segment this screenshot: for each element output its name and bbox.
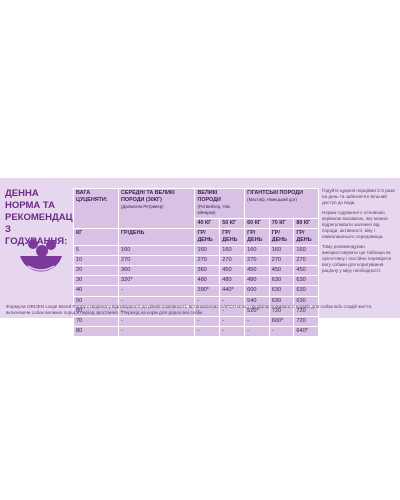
table-cell: 480 <box>244 275 270 287</box>
header-row: ВАГА ЦУЦЕНЯТИ: СЕРЕДНІ ТА ВЕЛИКІ ПОРОДИ (… <box>73 187 319 229</box>
unit-header: ГР/ДЕНЬ <box>244 227 270 246</box>
unit-header: ГР/ДЕНЬ <box>268 227 295 246</box>
weight-row: 40 КГ 50 КГ 60 КГ 70 КГ 80 КГ <box>74 218 319 229</box>
group-header: СЕРЕДНІ ТА ВЕЛИКІ ПОРОДИ (30КГ) (Далматин… <box>117 188 196 229</box>
table-cell: - <box>219 326 246 338</box>
unit-row: КГ ГР/ДЕНЬ ГР/ДЕНЬ ГР/ДЕНЬ ГР/ДЕНЬ ГР/ДЕНЬ ГР/… <box>73 227 319 246</box>
table-cell: 440* <box>219 285 246 297</box>
table-row: 10 270 270 270 270 270 270 <box>73 254 319 266</box>
table-cell: - <box>117 326 196 338</box>
table-cell: 640* <box>293 326 319 338</box>
weight-header: 80 КГ <box>293 218 319 229</box>
table-cell: 70 <box>73 315 119 328</box>
weight-header: 70 КГ <box>268 218 295 229</box>
table-cell: 5 <box>73 244 119 256</box>
table-cell: 720 <box>293 315 319 328</box>
footer-text: Формула ORIJEN Large Breed Puppy створен… <box>6 304 373 316</box>
table-cell: 450 <box>244 264 270 277</box>
unit-header: ГР/ДЕНЬ <box>219 227 246 246</box>
table-cell: 450 <box>268 264 295 277</box>
group-note: (Мастиф, Німецький дог) <box>247 196 297 202</box>
table-cell: 160 <box>219 244 246 256</box>
table-row: 5 160 160 160 160 160 160 <box>73 244 319 256</box>
note-paragraph: Тому рекомендуємо використовувати цю таб… <box>322 244 392 273</box>
table-cell: 630 <box>268 275 295 287</box>
group-header: ВАГА ЦУЦЕНЯТИ: <box>73 188 119 229</box>
table-cell: 320* <box>117 275 196 287</box>
bowl-icon <box>20 239 62 272</box>
group-header: ВЕЛИКІ ПОРОДИ (Ротвейлер, Нім. вівчарка) <box>194 187 246 220</box>
table-cell: 80 <box>73 326 119 338</box>
table-row: 20 360 360 450 450 450 450 <box>73 264 319 277</box>
table-row: 70- - - -600* 720 <box>73 315 319 328</box>
weight-header: 40 КГ <box>194 218 221 229</box>
group-note: (Далматин,Ретривер) <box>121 203 164 209</box>
table-cell: 600 <box>244 285 270 297</box>
table-cell: 480 <box>219 275 246 287</box>
table-cell: 20 <box>73 264 119 277</box>
table-cell: 390* <box>194 285 221 297</box>
group-header: ГІГАНТСЬКІ ПОРОДИ (Мастиф, Німецький дог) <box>244 187 319 220</box>
table-cell: - <box>244 315 270 328</box>
feeding-table: ВАГА ЦУЦЕНЯТИ: СЕРЕДНІ ТА ВЕЛИКІ ПОРОДИ (… <box>73 187 319 338</box>
table-row: 80- - - - -640* <box>73 326 319 338</box>
table-cell: - <box>244 326 270 338</box>
table-cell: 160 <box>244 244 270 256</box>
table-cell: 480 <box>194 275 221 287</box>
table-cell: 270 <box>219 254 246 266</box>
table-cell: 160 <box>194 244 221 256</box>
table-cell: 10 <box>73 254 119 266</box>
weight-header: 50 КГ <box>219 218 246 229</box>
unit-header: ГР/ДЕНЬ <box>117 227 196 246</box>
group-label: ВЕЛИКІ ПОРОДИ <box>197 190 221 203</box>
table-cell: 270 <box>268 254 295 266</box>
table-cell: 270 <box>194 254 221 266</box>
group-label: ВАГА ЦУЦЕНЯТИ: <box>76 190 108 203</box>
table-cell: 160 <box>268 244 295 256</box>
table-cell: 160 <box>293 244 319 256</box>
table-row: 40-390* 440* 600 630 630 <box>73 285 319 297</box>
unit-header: КГ <box>73 227 119 246</box>
table-cell: - <box>194 315 221 328</box>
table-cell: 160 <box>117 244 196 256</box>
table-cell: 30 <box>73 275 119 287</box>
note-paragraph: Годуйте цуценя порціями 2-3 рази на день… <box>322 188 395 205</box>
table-cell: 630 <box>293 275 319 287</box>
table-cell: 600* <box>268 315 295 328</box>
table-cell: 270 <box>293 254 319 266</box>
group-note: (Ротвейлер, Нім. вівчарка) <box>197 203 231 216</box>
group-label: СЕРЕДНІ ТА ВЕЛИКІ ПОРОДИ (30КГ) <box>121 190 175 203</box>
table-cell: - <box>194 326 221 338</box>
notes: Годуйте цуценя порціями 2-3 рази на день… <box>322 188 396 278</box>
table-cell: - <box>117 285 196 297</box>
table-cell: 630 <box>268 285 295 297</box>
table-cell: - <box>268 326 295 338</box>
table-cell: - <box>219 315 246 328</box>
table-cell: - <box>117 315 196 328</box>
table-cell: 630 <box>293 285 319 297</box>
unit-header: ГР/ДЕНЬ <box>293 227 319 246</box>
weight-header: 60 КГ <box>244 218 270 229</box>
table-row: 50- - -540 630 630 <box>73 295 319 307</box>
group-label: ГІГАНТСЬКІ ПОРОДИ <box>247 190 303 196</box>
table-cell: 270 <box>117 254 196 266</box>
table-cell: 40 <box>73 285 119 297</box>
table-row: 30 320* 480 480 480 630 630 <box>73 275 319 287</box>
table-cell: 450 <box>219 264 246 277</box>
table-cell: 360 <box>117 264 196 277</box>
unit-header: ГР/ДЕНЬ <box>194 227 221 246</box>
note-paragraph: Норма годування є основною керівною вказ… <box>322 210 388 239</box>
table-cell: 450 <box>293 264 319 277</box>
table-cell: 270 <box>244 254 270 266</box>
table-cell: 360 <box>194 264 221 277</box>
